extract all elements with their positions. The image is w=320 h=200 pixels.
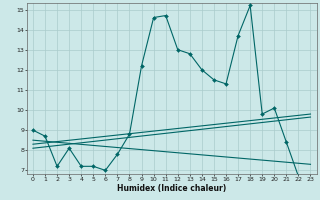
X-axis label: Humidex (Indice chaleur): Humidex (Indice chaleur) [117,184,226,193]
